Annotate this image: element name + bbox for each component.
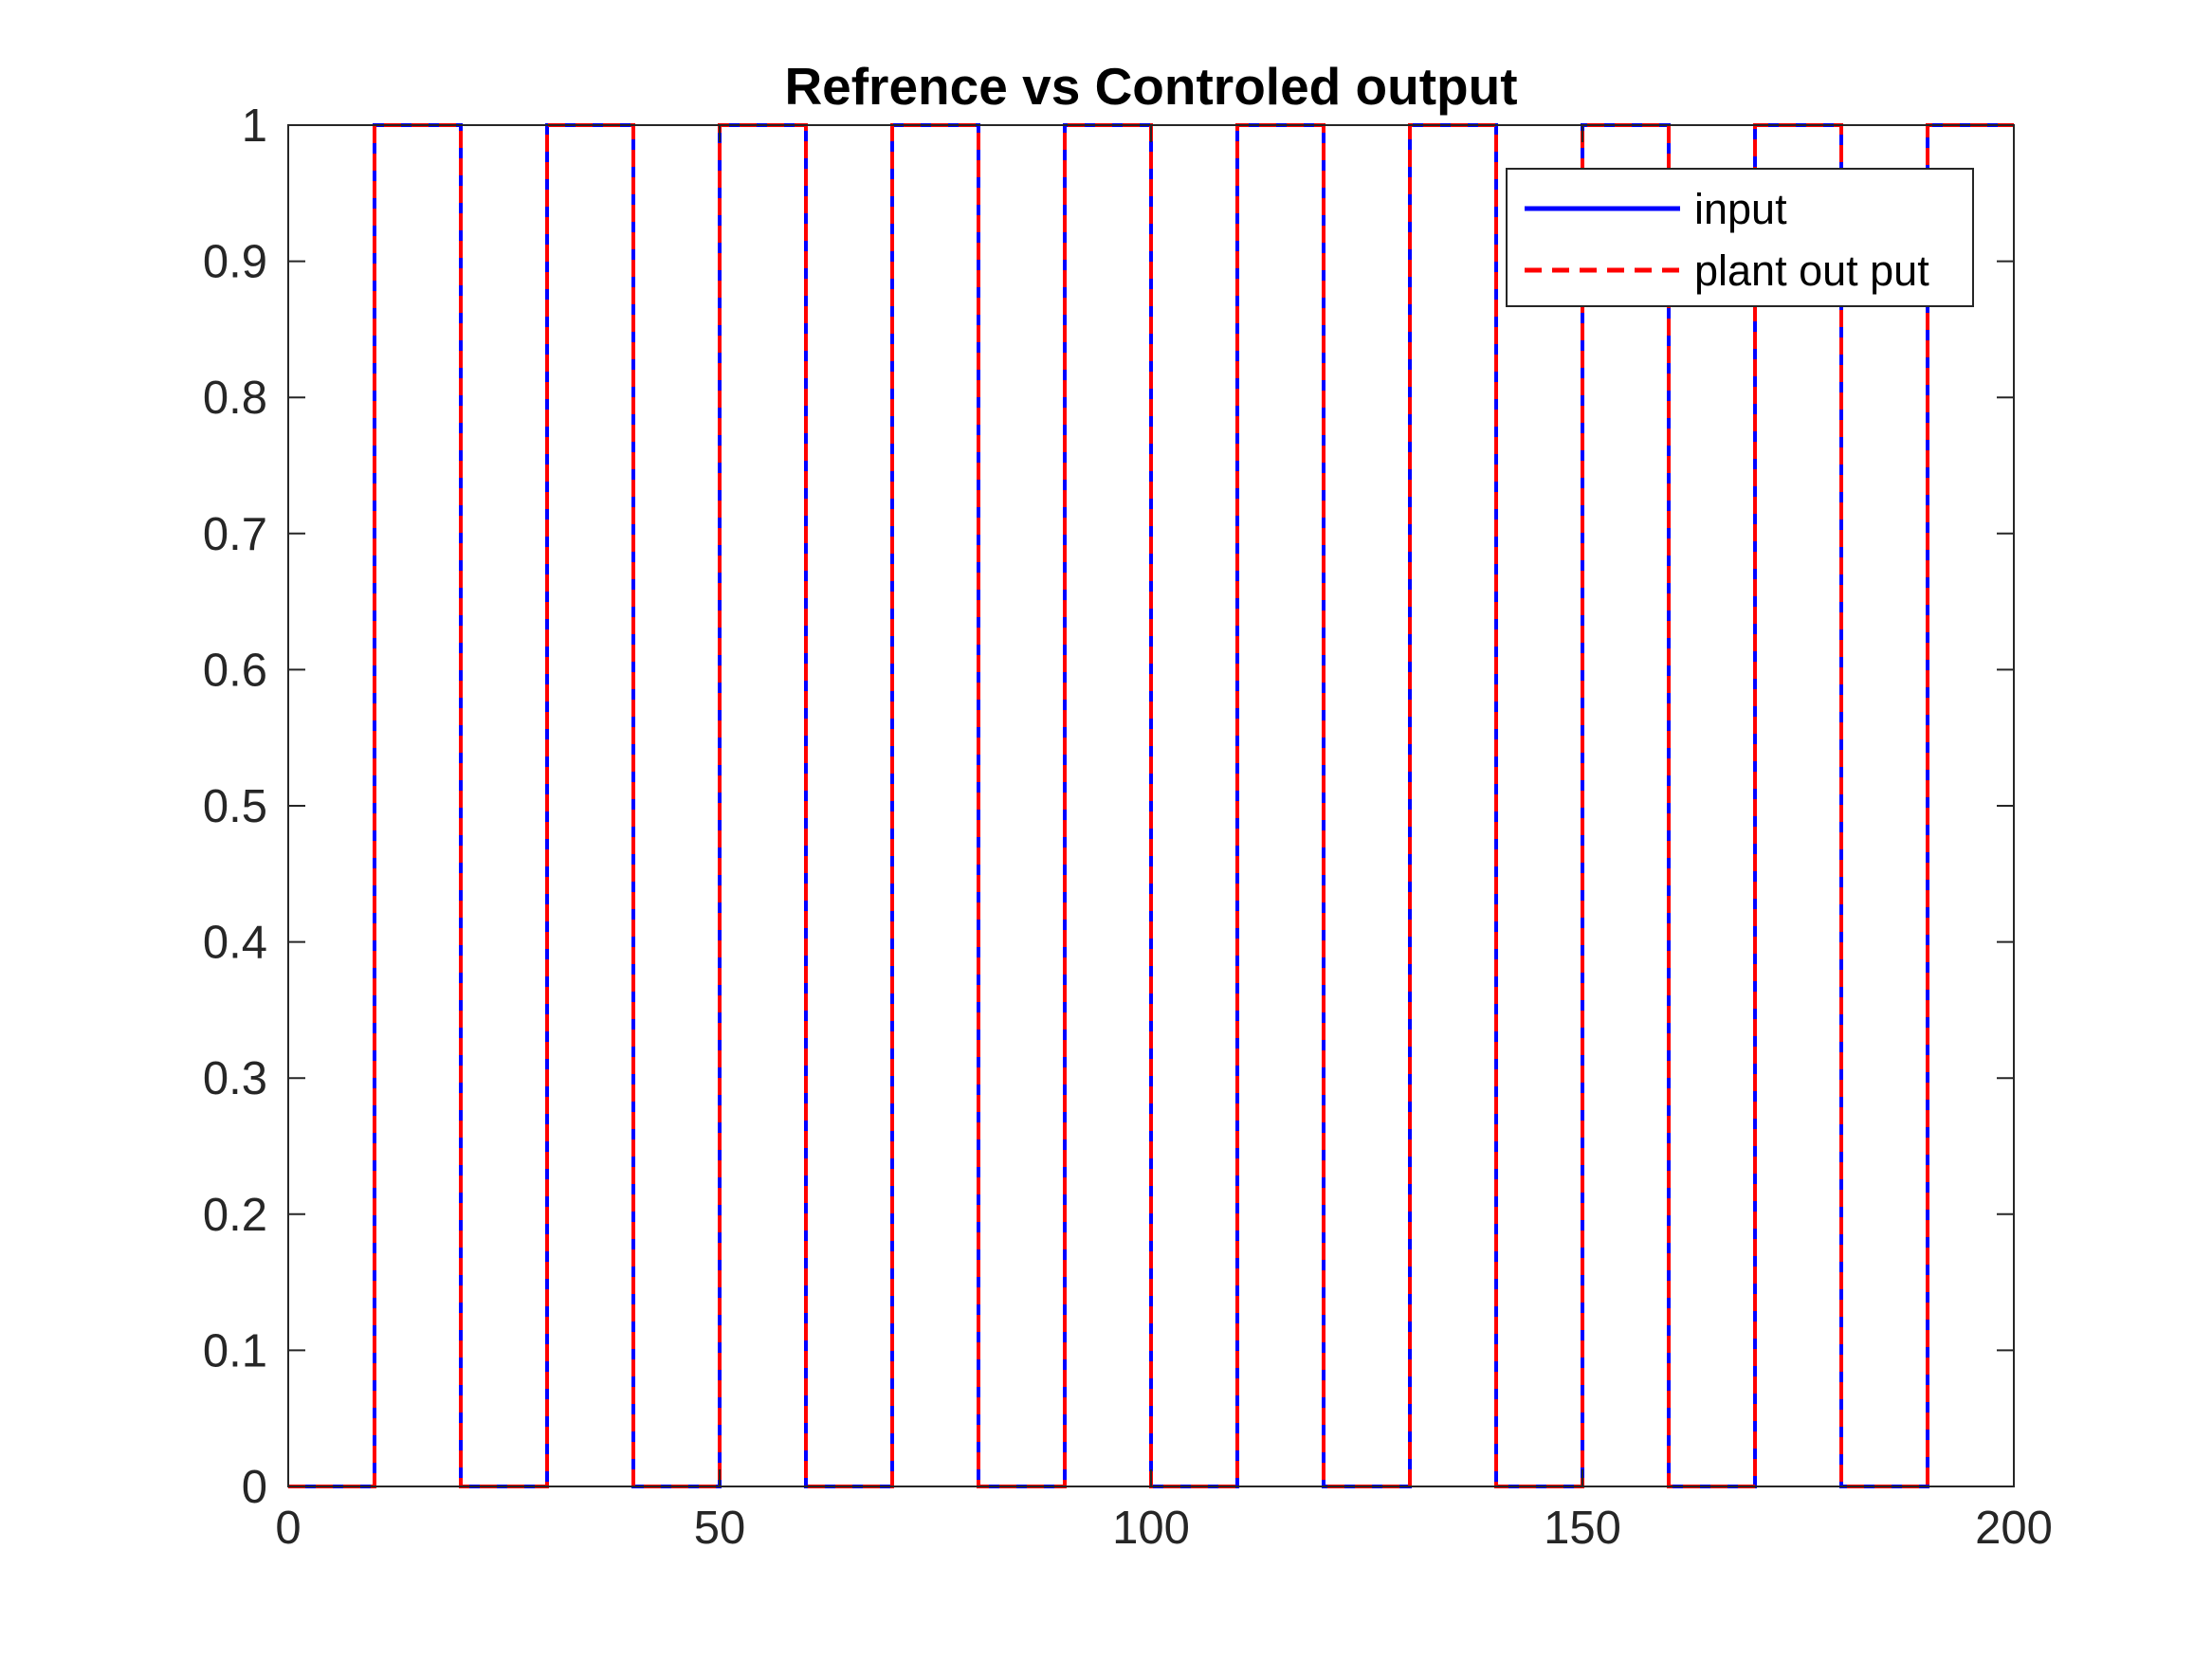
legend-box [1506, 168, 1974, 307]
x-tick-label: 150 [1544, 1503, 1621, 1554]
x-tick-label: 200 [1975, 1503, 2053, 1554]
y-tick-label: 0.9 [203, 237, 267, 288]
x-tick-label: 50 [694, 1503, 746, 1554]
legend-label-input: input [1694, 185, 1787, 233]
y-tick-label: 0.7 [203, 509, 267, 560]
y-tick-label: 0.1 [203, 1325, 267, 1376]
y-tick-label: 1 [242, 100, 267, 152]
x-tick-label: 100 [1112, 1503, 1190, 1554]
series-layer [288, 123, 2014, 1488]
y-tick-label: 0.6 [203, 645, 267, 696]
legend-label-plant-out-put: plant out put [1694, 246, 1929, 295]
y-tick-label: 0.4 [203, 918, 267, 969]
y-tick-label: 0 [242, 1462, 267, 1513]
y-tick-label: 0.2 [203, 1190, 267, 1241]
axes-layer: 0 50 100 150 200 0 0.1 0.2 0.3 0.4 0.5 0.6 0.7 0.8 0.9… [203, 100, 2053, 1554]
x-tick-label: 0 [275, 1503, 301, 1554]
legend: input plant out put [1506, 168, 1974, 307]
chart-title: Refrence vs Controled output [784, 57, 1517, 116]
y-tick-label: 0.3 [203, 1053, 267, 1104]
y-tick-label: 0.8 [203, 373, 267, 424]
y-tick-label: 0.5 [203, 781, 267, 832]
